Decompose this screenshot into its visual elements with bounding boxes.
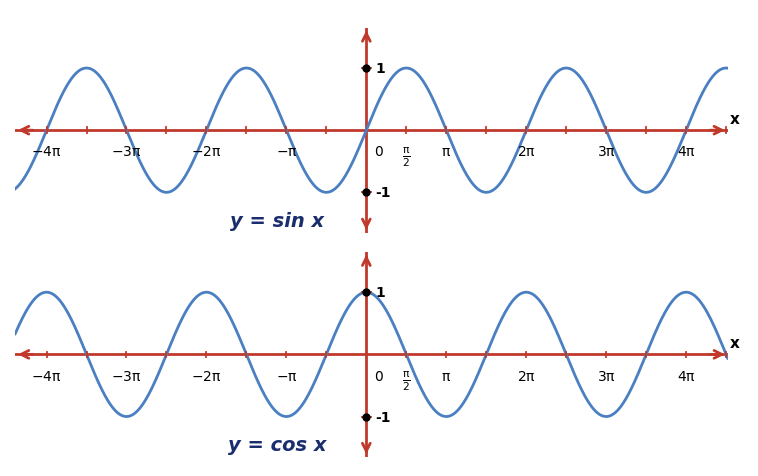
Text: -1: -1	[375, 186, 390, 200]
Text: 0: 0	[374, 145, 383, 159]
Text: $-2\pi$: $-2\pi$	[191, 369, 221, 383]
Text: $\pi$: $\pi$	[441, 369, 451, 383]
Text: -1: -1	[375, 410, 390, 424]
Text: $-4\pi$: $-4\pi$	[31, 145, 61, 159]
Text: $-2\pi$: $-2\pi$	[191, 145, 221, 159]
Text: $-3\pi$: $-3\pi$	[111, 145, 142, 159]
Text: x: x	[730, 111, 740, 127]
Text: x: x	[730, 335, 740, 350]
Text: y = sin x: y = sin x	[230, 211, 324, 230]
Text: $3\pi$: $3\pi$	[597, 145, 615, 159]
Text: $2\pi$: $2\pi$	[517, 145, 536, 159]
Text: $2\pi$: $2\pi$	[517, 369, 536, 383]
Text: $-4\pi$: $-4\pi$	[31, 369, 61, 383]
Text: y = cos x: y = cos x	[228, 435, 327, 454]
Text: $\frac{\pi}{2}$: $\frac{\pi}{2}$	[402, 145, 411, 169]
Text: 1: 1	[375, 286, 385, 299]
Text: $-\pi$: $-\pi$	[276, 145, 297, 159]
Text: $-\pi$: $-\pi$	[276, 369, 297, 383]
Text: $\frac{\pi}{2}$: $\frac{\pi}{2}$	[402, 369, 411, 392]
Text: $4\pi$: $4\pi$	[677, 145, 696, 159]
Text: 0: 0	[374, 369, 383, 383]
Text: $3\pi$: $3\pi$	[597, 369, 615, 383]
Text: $\pi$: $\pi$	[441, 145, 451, 159]
Text: $4\pi$: $4\pi$	[677, 369, 696, 383]
Text: $-3\pi$: $-3\pi$	[111, 369, 142, 383]
Text: 1: 1	[375, 62, 385, 76]
